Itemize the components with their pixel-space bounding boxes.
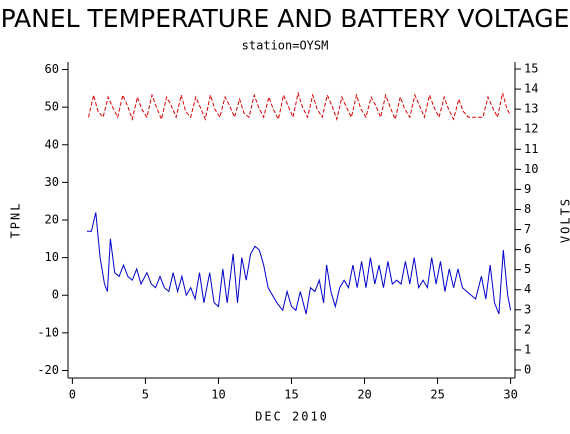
y-tick-label: -10 [37, 325, 59, 339]
x-tick-label: 20 [357, 388, 371, 402]
y2-tick-label: 3 [524, 302, 531, 316]
y2-tick-label: 0 [524, 362, 531, 376]
data-line [89, 93, 511, 119]
y2-tick-label: 11 [524, 142, 538, 156]
y2-tick-label: 13 [524, 102, 538, 116]
y2-tick-label: 5 [524, 262, 531, 276]
y-axis-label: TPNL [9, 202, 23, 239]
y2-tick-label: 7 [524, 222, 531, 236]
x-tick-label: 15 [284, 388, 298, 402]
y-tick-label: 60 [45, 62, 59, 76]
y2-tick-label: 14 [524, 82, 538, 96]
y-tick-label: 30 [45, 175, 59, 189]
x-tick-label: 30 [503, 388, 517, 402]
y2-tick-label: 12 [524, 122, 538, 136]
x-axis-label: DEC 2010 [255, 410, 329, 424]
y-tick-label: -20 [37, 363, 59, 377]
y2-tick-label: 9 [524, 182, 531, 196]
chart-title: PANEL TEMPERATURE AND BATTERY VOLTAGE [1, 4, 570, 33]
y-tick-label: 0 [52, 288, 59, 302]
y2-axis-label: VOLTS [559, 197, 570, 243]
x-tick-label: 25 [430, 388, 444, 402]
y-tick-label: 10 [45, 250, 59, 264]
y2-tick-label: 2 [524, 322, 531, 336]
y-tick-label: 40 [45, 137, 59, 151]
data-line [87, 213, 511, 315]
x-tick-label: 10 [211, 388, 225, 402]
y2-tick-label: 6 [524, 242, 531, 256]
y-tick-label: 50 [45, 100, 59, 114]
y2-tick-label: 8 [524, 202, 531, 216]
x-tick-label: 5 [142, 388, 149, 402]
y2-tick-label: 4 [524, 282, 531, 296]
x-tick-label: 0 [69, 388, 76, 402]
y2-tick-label: 15 [524, 62, 538, 76]
chart-subtitle: station=OYSM [242, 39, 329, 53]
y2-tick-label: 1 [524, 342, 531, 356]
y2-tick-label: 10 [524, 162, 538, 176]
y-tick-label: 20 [45, 213, 59, 227]
